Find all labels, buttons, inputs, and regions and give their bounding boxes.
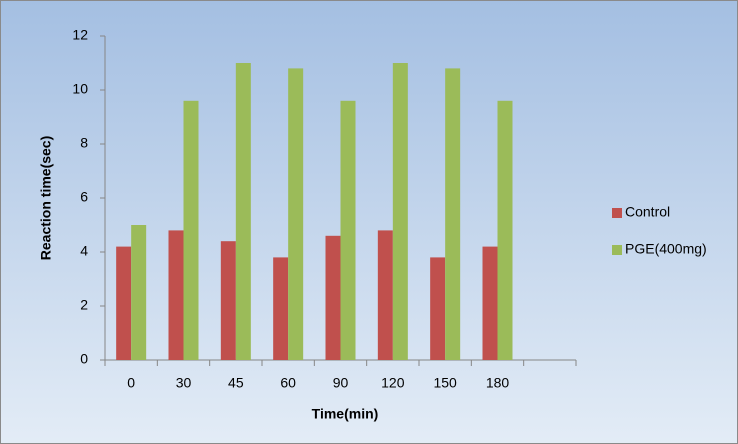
x-tick-label: 45 <box>228 375 244 391</box>
bar <box>116 246 132 360</box>
bar <box>131 225 147 360</box>
bar <box>445 68 461 361</box>
legend-swatch <box>612 245 622 255</box>
bar <box>377 230 393 360</box>
bar <box>325 235 341 360</box>
x-tick-label: 180 <box>486 375 510 391</box>
x-tick-label: 90 <box>333 375 349 391</box>
y-axis-title: Reaction time(sec) <box>38 136 54 260</box>
x-tick-label: 30 <box>176 375 192 391</box>
x-tick-label: 120 <box>381 375 405 391</box>
bar <box>430 257 446 360</box>
legend-label: Control <box>625 204 670 220</box>
x-tick-label: 60 <box>280 375 296 391</box>
legend-swatch <box>612 208 622 218</box>
y-tick-label: 10 <box>72 81 88 97</box>
bar <box>273 257 289 360</box>
bar <box>288 68 304 361</box>
bar <box>168 230 184 360</box>
legend-label: PGE(400mg) <box>625 241 707 257</box>
bar <box>497 100 513 361</box>
y-tick-label: 4 <box>80 243 88 259</box>
bar <box>220 241 236 360</box>
bar <box>482 246 498 360</box>
y-tick-label: 6 <box>80 189 88 205</box>
bar <box>235 63 251 360</box>
bar <box>340 100 356 361</box>
y-tick-label: 0 <box>80 351 88 367</box>
x-axis-title: Time(min) <box>312 406 379 422</box>
y-tick-label: 12 <box>72 27 88 43</box>
x-tick-label: 0 <box>127 375 135 391</box>
y-tick-label: 2 <box>80 297 88 313</box>
y-tick-label: 8 <box>80 135 88 151</box>
x-tick-label: 150 <box>433 375 457 391</box>
bar <box>183 100 199 361</box>
bar <box>392 63 408 360</box>
